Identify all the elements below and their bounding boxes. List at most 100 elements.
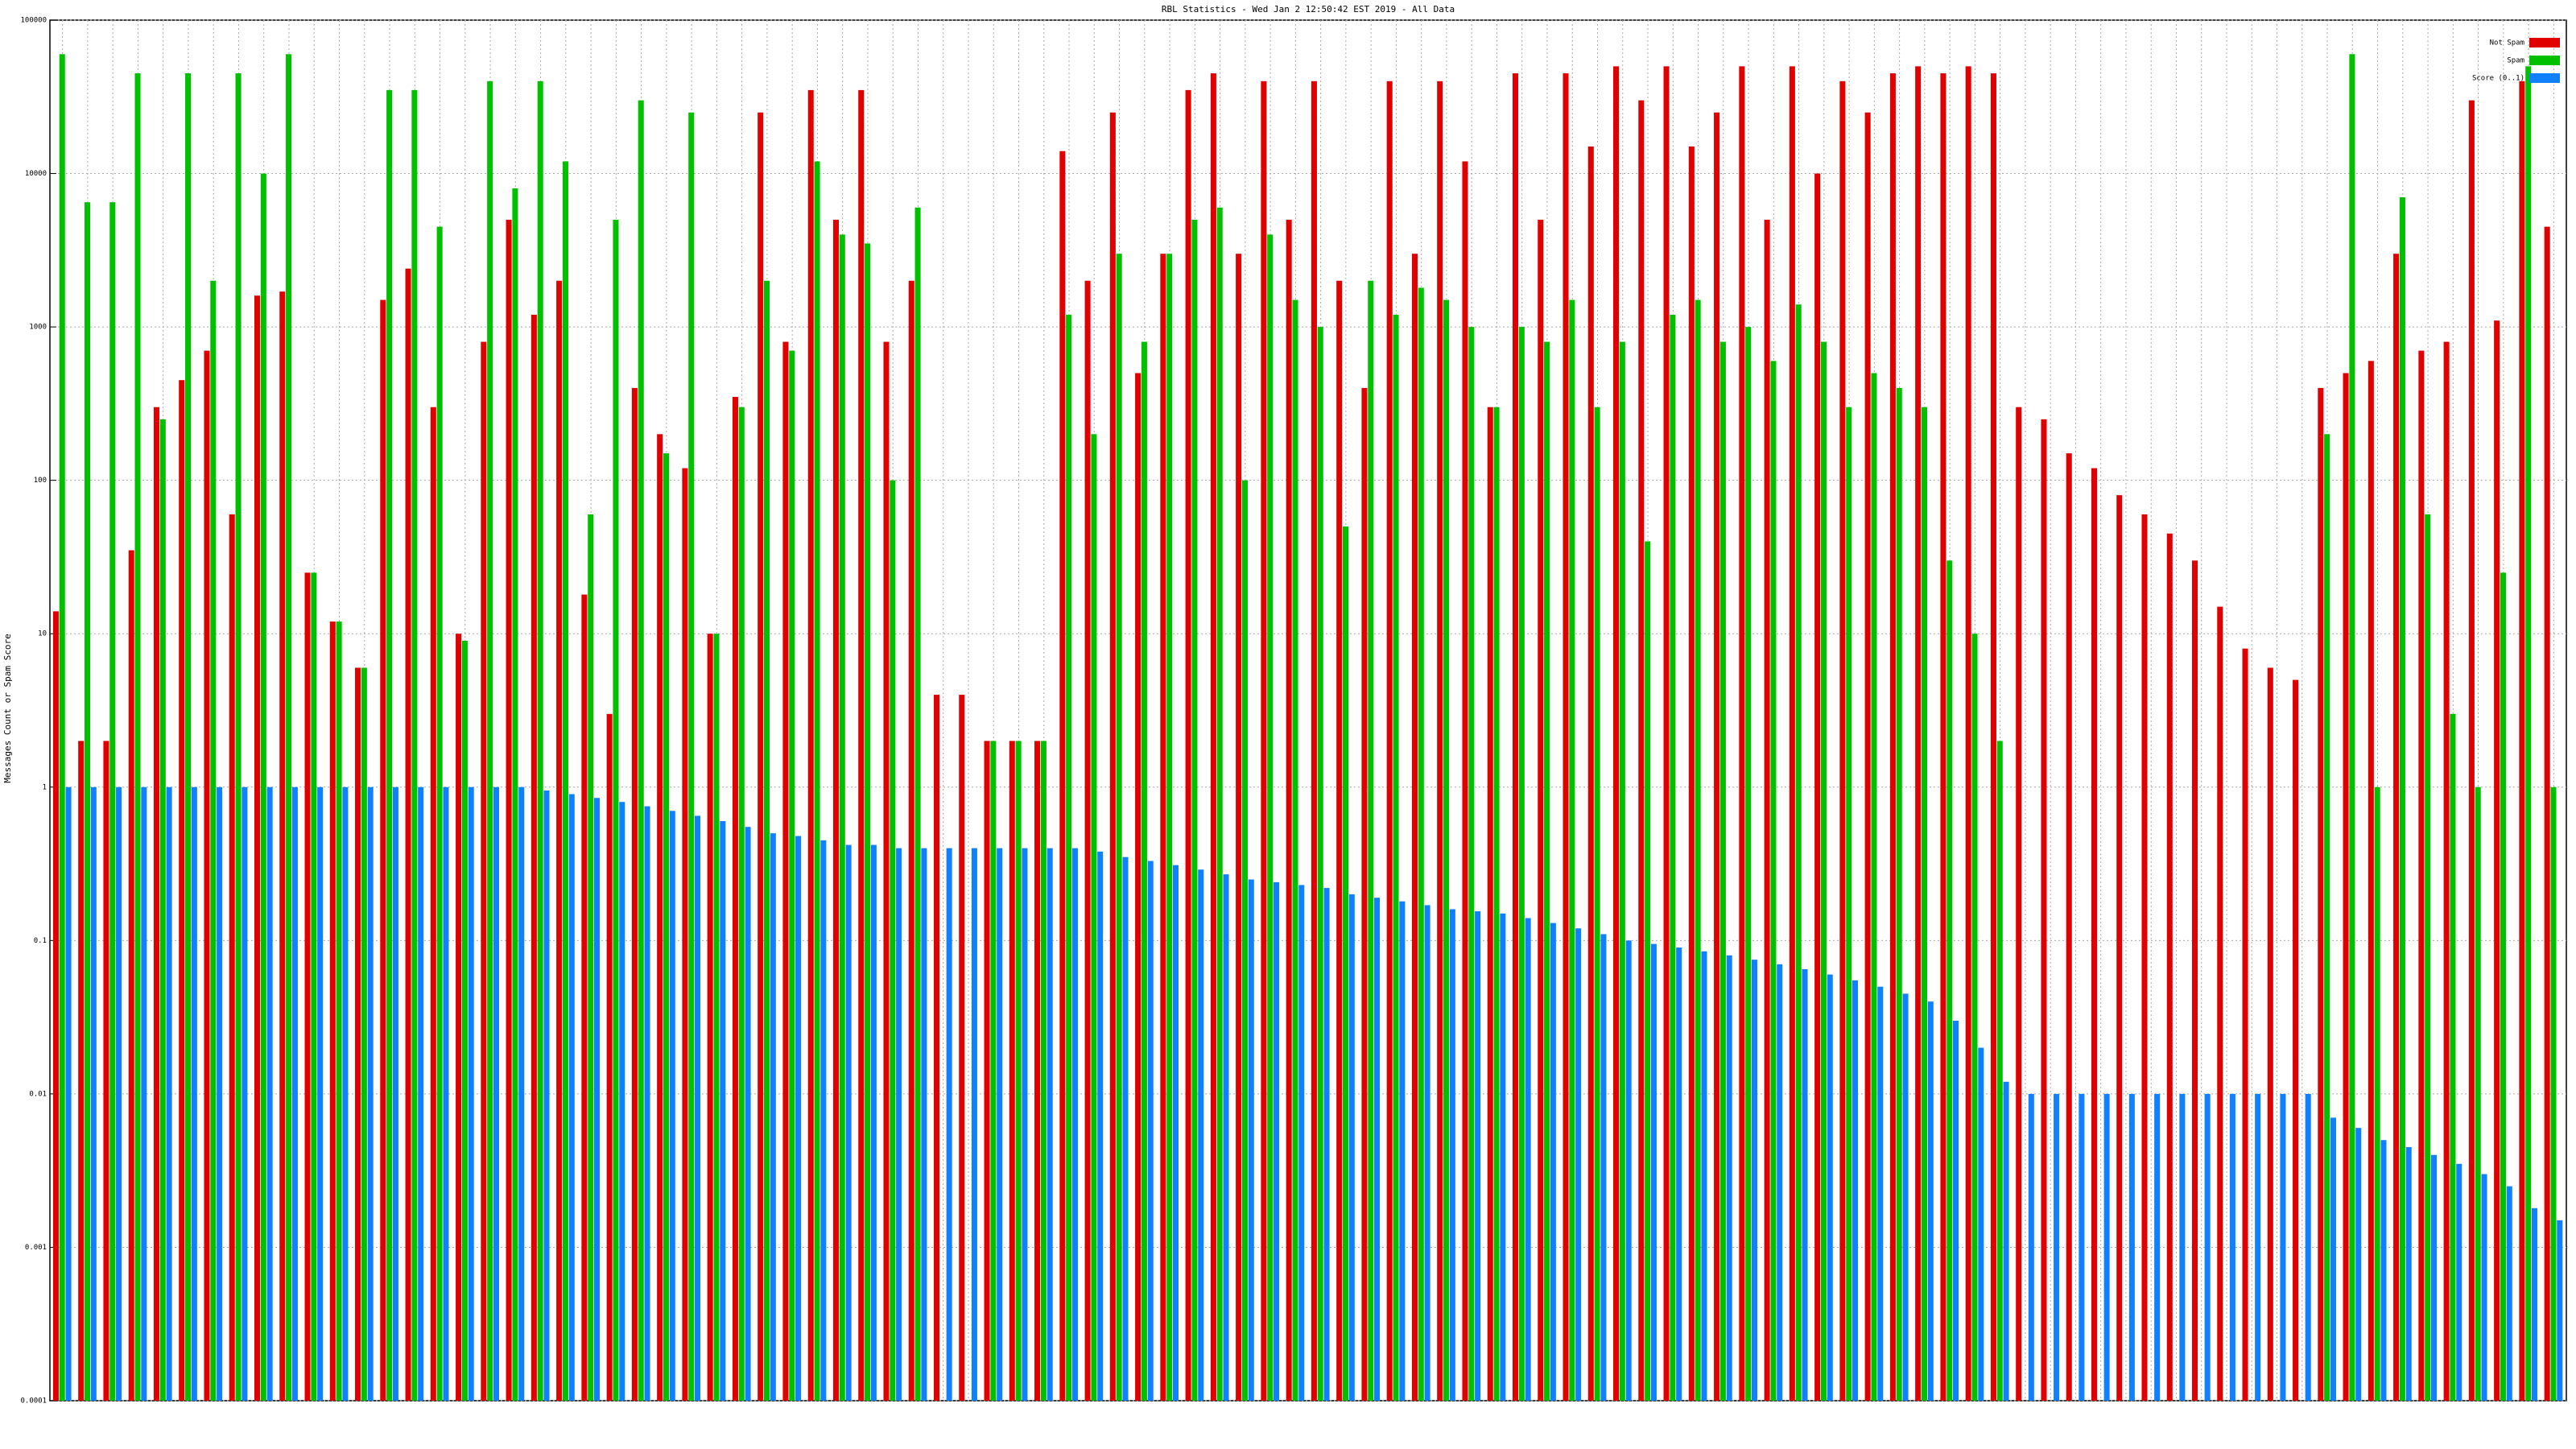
bar	[1241, 480, 1248, 1401]
bar	[2368, 361, 2374, 1401]
bar	[506, 219, 512, 1402]
bar	[59, 54, 65, 1401]
bar	[1368, 280, 1374, 1401]
bar	[1550, 923, 1556, 1401]
bar	[720, 821, 726, 1401]
bar	[1091, 434, 1097, 1401]
bar	[1789, 66, 1795, 1402]
bar	[1097, 851, 1104, 1401]
bar	[2443, 341, 2450, 1401]
bar	[1336, 280, 1343, 1401]
bar	[1563, 73, 1569, 1402]
bar	[1814, 173, 1821, 1402]
legend-label: Score (0..1)	[2472, 75, 2524, 83]
bar	[1625, 940, 1632, 1401]
bar	[266, 786, 273, 1401]
bar	[1751, 960, 1757, 1401]
bar	[1342, 526, 1349, 1402]
bar	[2506, 1186, 2512, 1401]
bar	[1500, 913, 1506, 1401]
bar	[1852, 980, 1859, 1401]
bar	[103, 741, 109, 1401]
bar	[166, 786, 172, 1401]
y-axis-label: Messages Count or Spam Score	[2, 634, 13, 782]
bar	[1953, 1020, 1959, 1401]
chart-title: RBL Statistics - Wed Jan 2 12:50:42 EST …	[1162, 4, 1455, 14]
bar	[1135, 373, 1141, 1401]
bar	[1046, 848, 1053, 1401]
legend-swatch	[2529, 56, 2560, 65]
bar	[2280, 1093, 2286, 1401]
bar	[695, 815, 701, 1401]
bar	[1443, 299, 1450, 1402]
legend-swatch	[2529, 73, 2560, 83]
bar	[2305, 1093, 2311, 1401]
bar	[1820, 341, 1827, 1401]
bar	[1714, 112, 1720, 1402]
bar	[392, 786, 398, 1401]
bar	[1587, 147, 1594, 1402]
y-tick-label: 100	[34, 477, 47, 485]
bar	[921, 848, 927, 1401]
bar	[745, 827, 751, 1401]
bar	[1645, 541, 1651, 1401]
bar	[1437, 80, 1443, 1401]
bar	[229, 514, 235, 1401]
bar	[1739, 66, 1745, 1402]
bar	[2054, 1093, 2060, 1401]
bar	[311, 572, 317, 1401]
bar	[593, 798, 601, 1401]
bar	[430, 407, 436, 1402]
bar	[1846, 407, 1852, 1402]
bar	[468, 786, 474, 1401]
bar	[1248, 879, 1254, 1401]
bar	[2154, 1093, 2161, 1401]
bar	[2128, 1093, 2135, 1401]
bar	[1122, 857, 1129, 1401]
bar	[1298, 885, 1305, 1401]
bar	[1223, 874, 1229, 1401]
bar	[713, 634, 720, 1401]
y-tick-label: 1000	[29, 324, 47, 332]
bar	[1317, 327, 1323, 1402]
bar	[1066, 315, 1072, 1401]
bar	[2217, 606, 2223, 1401]
bar	[367, 786, 374, 1401]
bar	[1544, 341, 1550, 1401]
bar	[2550, 786, 2557, 1401]
bar	[1071, 848, 1078, 1401]
bar	[1418, 287, 1424, 1401]
bar	[971, 848, 977, 1401]
bar	[1827, 974, 1833, 1401]
bar	[1965, 66, 1971, 1402]
bar	[1946, 560, 1953, 1401]
bar	[644, 806, 650, 1401]
bar	[2500, 572, 2506, 1401]
bar	[1619, 341, 1625, 1401]
bar	[493, 786, 499, 1401]
y-tick-label: 0.1	[34, 937, 47, 945]
bar	[418, 786, 424, 1401]
bar	[870, 844, 877, 1401]
bar	[2267, 667, 2273, 1401]
bar	[1261, 80, 1267, 1401]
bar	[959, 695, 965, 1401]
bar	[2003, 1081, 2009, 1401]
bar	[562, 161, 568, 1401]
bar	[820, 840, 827, 1401]
bar	[342, 786, 349, 1401]
bar	[1040, 741, 1046, 1401]
bar	[1475, 911, 1481, 1401]
bar	[1185, 89, 1191, 1401]
bar	[1348, 894, 1355, 1401]
bar	[568, 794, 575, 1401]
bar	[883, 341, 890, 1401]
bar	[2405, 1146, 2412, 1401]
bar	[2380, 1140, 2387, 1401]
bar	[1927, 1001, 1934, 1401]
bar	[2494, 320, 2500, 1401]
bar	[1764, 219, 1770, 1402]
bar	[1940, 73, 1946, 1402]
y-tick-label: 10	[38, 630, 47, 638]
bar	[638, 100, 644, 1401]
